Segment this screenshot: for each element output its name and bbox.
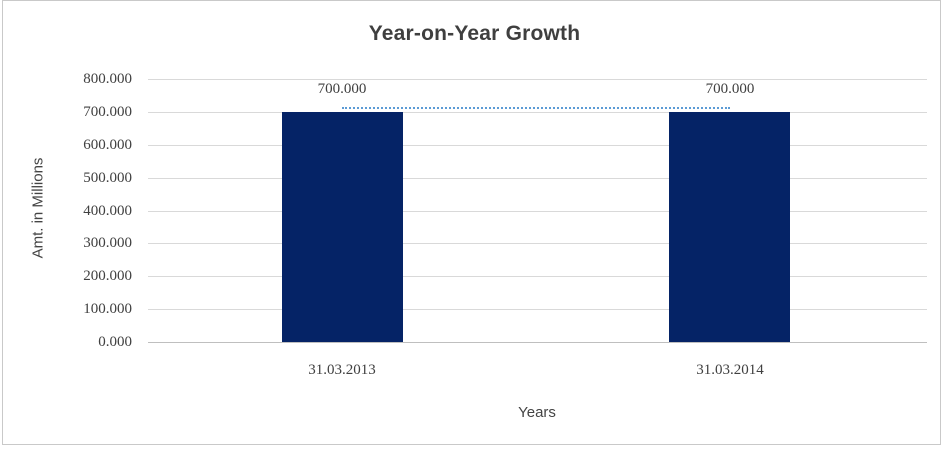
gridline [148,144,927,146]
x-axis-title: Years [518,404,556,421]
y-tick-label: 500.000 [83,169,132,186]
gridline [148,177,927,179]
gridline [148,243,927,245]
y-tick-label: 200.000 [83,268,132,285]
bar-31-03-2014 [669,112,790,342]
data-label-2014: 700.000 [705,81,755,97]
gridline [148,342,927,343]
y-tick-label: 400.000 [83,202,132,219]
data-label-2013: 700.000 [317,81,367,97]
y-tick-label: 0.000 [98,334,132,350]
gridline [148,276,927,278]
category-label-2014: 31.03.2014 [696,362,764,378]
y-tick-label: 600.000 [83,136,132,153]
gridline [148,111,927,113]
category-label-2013: 31.03.2013 [308,362,376,378]
y-tick-label: 700.000 [83,103,132,120]
y-tick-label: 800.000 [83,71,132,87]
gridline [148,309,927,311]
chart-title: Year-on-Year Growth [368,22,581,45]
y-tick-label: 100.000 [83,301,132,318]
gridline [148,79,927,80]
connector-dotted-line [342,106,730,109]
chart-border [2,0,941,445]
y-tick-label: 300.000 [83,235,132,252]
gridline [148,210,927,212]
bar-31-03-2013 [282,112,403,342]
